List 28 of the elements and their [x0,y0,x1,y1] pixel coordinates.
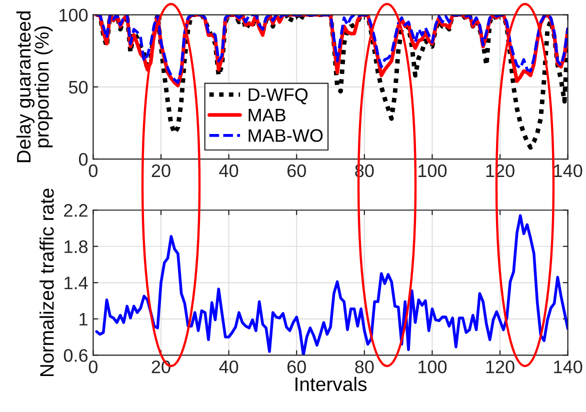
legend-label: MAB [248,108,286,122]
x-tick-label: 100 [418,164,447,178]
x-tick-label: 40 [219,164,238,178]
y-axis-title: Delay guaranteed proportion (%) [16,11,53,162]
y-tick-label: 0.6 [64,349,88,362]
x-tick-label: 120 [486,360,514,374]
y-tick-label: 2.2 [64,204,88,217]
x-tick-label: 140 [554,164,582,178]
x-tick-label: 0 [88,164,98,178]
y-tick-label: 1.8 [64,240,88,254]
line-series [95,214,568,356]
x-axis-title: Intervals [296,376,367,392]
x-tick-label: 100 [418,360,447,374]
y-axis-title: Normalized traffic rate [40,188,54,376]
x-tick-label: 60 [287,360,306,374]
legend-label: MAB-WO [248,129,323,142]
x-tick-label: 80 [355,360,374,374]
legend-label: D-WFQ [248,88,308,104]
x-tick-label: 40 [219,360,238,374]
y-tick-label: 1 [80,313,88,326]
x-tick-label: 0 [88,360,98,374]
x-tick-label: 20 [152,164,170,178]
y-tick-label: 1.4 [64,276,88,290]
y-tick-label: 50 [68,80,88,94]
y-tick-label: 100 [60,8,88,22]
y-tick-label: 0 [78,152,88,166]
x-tick-label: 60 [287,164,306,178]
x-tick-label: 140 [554,360,582,374]
